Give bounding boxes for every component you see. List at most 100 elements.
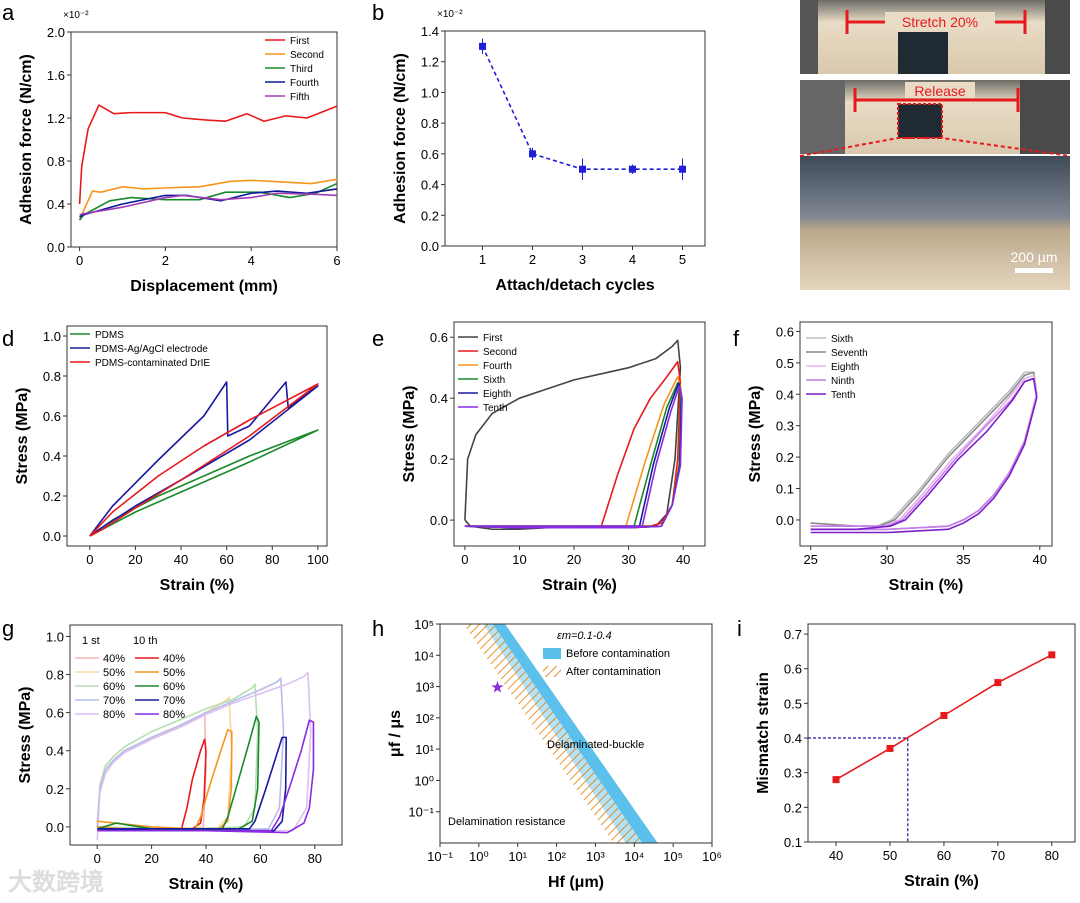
data-point bbox=[579, 165, 586, 173]
x-tick-label: 1 bbox=[479, 252, 486, 267]
panel-b: b 1 2 3 4 5 0.0 0.2 0.4 0.6 0.8 1.0 1.2 1.4 Attach/det… bbox=[372, 0, 706, 294]
series-line-second bbox=[78, 178, 338, 221]
x-tick-label: 30 bbox=[880, 552, 894, 567]
x-tick-label: 6 bbox=[333, 253, 340, 268]
x-axis-label: Strain (%) bbox=[160, 577, 235, 594]
y-tick-label: 0.4 bbox=[43, 449, 61, 464]
data-point bbox=[832, 776, 840, 784]
legend-label: Sixth bbox=[831, 334, 853, 345]
panel-letter: g bbox=[2, 616, 14, 641]
y-tick-label: 0.3 bbox=[776, 419, 794, 434]
panel-letter: d bbox=[2, 326, 14, 351]
y-tick-label: 10⁴ bbox=[414, 648, 434, 663]
y-tick-label: 0.6 bbox=[46, 706, 64, 721]
y-tick-label: 0.2 bbox=[430, 452, 448, 467]
x-tick-label: 60 bbox=[937, 848, 951, 863]
y-tick-label: 0.4 bbox=[47, 197, 65, 212]
legend-header: 1 st bbox=[82, 635, 100, 647]
y-tick-label: 10⁰ bbox=[414, 773, 434, 788]
y-tick-label: 0.8 bbox=[46, 668, 64, 683]
legend-swatch bbox=[543, 648, 561, 659]
series-line-70- bbox=[96, 677, 285, 832]
series-line-50- bbox=[97, 728, 233, 832]
legend-label: PDMS-Ag/AgCl electrode bbox=[95, 344, 208, 355]
panel-letter: h bbox=[372, 616, 384, 641]
x-tick-label: 2 bbox=[529, 252, 536, 267]
legend-header: 10 th bbox=[133, 635, 157, 647]
series-line-40- bbox=[97, 738, 207, 832]
legend-label: Ninth bbox=[831, 376, 854, 387]
y-tick-label: 0.0 bbox=[776, 513, 794, 528]
y-tick-label: 0.4 bbox=[46, 744, 64, 759]
legend-label: Fifth bbox=[290, 92, 309, 103]
y-tick-label: 0.8 bbox=[47, 154, 65, 169]
series-line-60- bbox=[96, 683, 259, 830]
x-tick-label: 40 bbox=[1033, 552, 1047, 567]
x-tick-label: 20 bbox=[567, 552, 581, 567]
y-tick-label: 0.2 bbox=[421, 208, 439, 223]
star-marker: ★ bbox=[490, 680, 504, 697]
y-tick-label: 0.0 bbox=[47, 240, 65, 255]
y-axis-label: μf / μs bbox=[387, 710, 404, 757]
legend-label: Second bbox=[483, 347, 517, 358]
panel-a: a 0 2 4 6 0.0 0.4 0.8 1.2 1.6 2.0 Displacement (mm)… bbox=[2, 0, 341, 295]
y-tick-label: 0.4 bbox=[784, 731, 802, 746]
clamp-left-2 bbox=[800, 80, 845, 154]
x-axis-label: Strain (%) bbox=[904, 873, 979, 890]
legend-label: Tenth bbox=[831, 390, 855, 401]
y-tick-label: 0.5 bbox=[776, 356, 794, 371]
legend-label: Fourth bbox=[483, 361, 512, 372]
annotation-strain: εm=0.1-0.4 bbox=[557, 630, 612, 642]
panel-i: i 40 50 60 70 80 0.1 0.2 0.3 0.4 0.5 0.6 0.7 Strain (… bbox=[737, 616, 1076, 890]
electrode-dark-2 bbox=[898, 104, 942, 138]
legend-label: PDMS-contaminated DrIE bbox=[95, 358, 210, 369]
series-line-80- bbox=[96, 671, 312, 841]
axis-multiplier: ×10⁻² bbox=[437, 9, 463, 20]
y-tick-label: 0.6 bbox=[776, 324, 794, 339]
y-tick-label: 0.1 bbox=[784, 835, 802, 850]
y-tick-label: 0.0 bbox=[43, 529, 61, 544]
legend-label: First bbox=[290, 36, 310, 47]
band-after-contamination bbox=[463, 624, 643, 843]
x-tick-label: 2 bbox=[162, 253, 169, 268]
legend-label: After contamination bbox=[566, 666, 661, 678]
series-line-40- bbox=[96, 711, 207, 830]
x-tick-label: 35 bbox=[956, 552, 970, 567]
y-tick-label: 0.2 bbox=[43, 489, 61, 504]
y-axis-label: Mismatch strain bbox=[755, 672, 772, 794]
legend-label: First bbox=[483, 333, 503, 344]
x-tick-label: 10 bbox=[512, 552, 526, 567]
y-tick-label: 10³ bbox=[415, 680, 434, 695]
clamp-left bbox=[800, 0, 818, 74]
plot-frame bbox=[439, 623, 713, 844]
series-line-pdms-contaminated-drie bbox=[89, 383, 319, 537]
y-tick-label: 0.2 bbox=[46, 782, 64, 797]
legend-label: 40% bbox=[103, 653, 125, 665]
y-tick-label: 10⁵ bbox=[414, 617, 434, 632]
legend-label: 50% bbox=[163, 667, 185, 679]
series-line-third bbox=[78, 182, 338, 221]
zoom-lines bbox=[799, 137, 1071, 157]
x-tick-label: 60 bbox=[253, 851, 267, 866]
legend-swatch bbox=[543, 666, 561, 677]
x-tick-label: 4 bbox=[248, 253, 255, 268]
y-tick-label: 1.2 bbox=[421, 55, 439, 70]
x-tick-label: 10⁶ bbox=[702, 849, 722, 864]
clamp-right bbox=[1045, 0, 1070, 74]
legend-label: Fourth bbox=[290, 78, 319, 89]
y-axis-label: Adhesion force (N/cm) bbox=[18, 54, 35, 225]
x-axis-label: Strain (%) bbox=[542, 577, 617, 594]
legend-label: Eighth bbox=[831, 362, 859, 373]
clamp-right-2 bbox=[1020, 80, 1070, 154]
data-point bbox=[629, 165, 636, 173]
guide-line bbox=[808, 737, 909, 842]
x-tick-label: 4 bbox=[629, 252, 636, 267]
x-tick-label: 5 bbox=[679, 252, 686, 267]
y-tick-label: 10² bbox=[415, 711, 434, 726]
axis-multiplier: ×10⁻² bbox=[63, 10, 89, 21]
legend-label: PDMS bbox=[95, 330, 124, 341]
panel-letter: b bbox=[372, 0, 384, 25]
plot-frame bbox=[807, 623, 1076, 843]
series-line-adhesion-force bbox=[481, 46, 683, 171]
y-axis-label: Stress (MPa) bbox=[14, 388, 31, 485]
